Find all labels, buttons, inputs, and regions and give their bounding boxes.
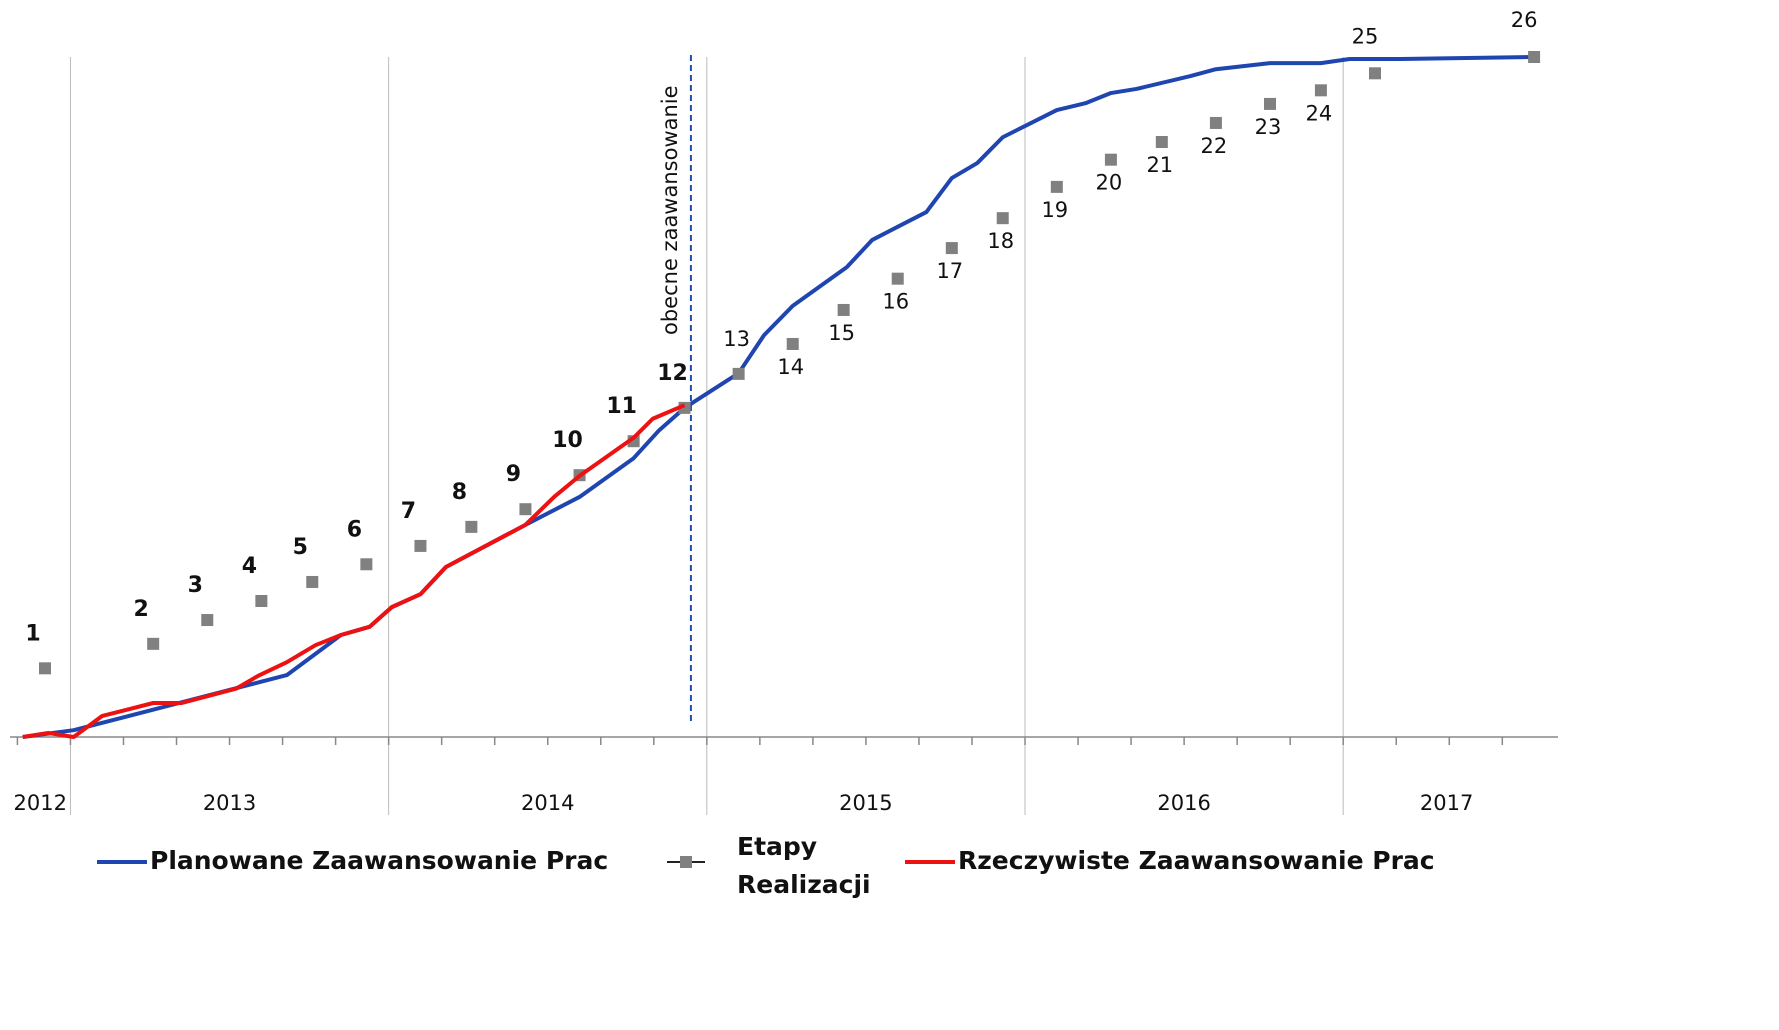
milestone-marker — [255, 595, 268, 607]
milestone-label: 10 — [552, 428, 583, 453]
milestone-marker — [306, 575, 319, 588]
milestone-marker — [1209, 116, 1222, 129]
milestone-marker — [519, 503, 532, 516]
milestone-label: 6 — [347, 517, 362, 542]
milestone-label: 11 — [606, 394, 637, 419]
milestone-label: 7 — [401, 499, 416, 524]
milestone-label: 15 — [828, 321, 855, 345]
milestone-label: 26 — [1511, 8, 1538, 32]
legend-swatch — [680, 856, 692, 868]
milestone-marker — [1314, 84, 1327, 97]
milestone-marker — [945, 242, 958, 255]
milestone-label: 25 — [1352, 24, 1379, 48]
milestone-label: 20 — [1096, 171, 1123, 195]
milestone-label: 16 — [882, 290, 909, 314]
x-tick-label: 2014 — [521, 791, 574, 815]
x-tick-label: 2016 — [1157, 791, 1210, 815]
milestone-label: 22 — [1201, 134, 1228, 158]
x-tick-label: 2013 — [203, 791, 256, 815]
milestone-label: 24 — [1306, 101, 1333, 125]
x-tick-label: 2012 — [14, 791, 67, 815]
milestone-marker — [891, 272, 904, 285]
milestone-marker — [414, 539, 427, 552]
milestone-label: 3 — [188, 573, 203, 598]
milestone-label: 13 — [723, 327, 750, 351]
milestone-label: 5 — [293, 535, 308, 560]
series-line — [22, 55, 1535, 739]
milestone-marker — [786, 337, 799, 350]
x-tick-label: 2017 — [1420, 791, 1473, 815]
milestone-label: 14 — [777, 355, 804, 379]
milestone-label: 2 — [134, 597, 149, 622]
milestone-marker — [837, 303, 850, 316]
milestone-label: 4 — [242, 554, 257, 579]
milestone-marker — [1155, 136, 1168, 148]
legend-label: Etapy Realizacji — [737, 832, 871, 899]
milestone-marker — [1264, 97, 1276, 110]
milestone-label: 12 — [657, 361, 688, 386]
milestone-marker — [360, 558, 373, 571]
legend-label: Rzeczywiste Zaawansowanie Prac — [958, 846, 1435, 875]
series-line — [22, 403, 686, 739]
milestone-marker — [1369, 67, 1381, 80]
current-marker-label: obecne zaawansowanie — [658, 85, 682, 335]
milestone-label: 18 — [987, 229, 1014, 253]
milestone-marker — [1528, 51, 1541, 63]
milestone-label: 17 — [936, 259, 963, 283]
milestone-label: 8 — [452, 480, 467, 505]
milestone-marker — [996, 212, 1009, 225]
milestone-marker — [465, 520, 478, 533]
milestone-label: 23 — [1255, 115, 1282, 139]
legend-label: Planowane Zaawansowanie Prac — [150, 846, 608, 875]
milestone-label: 21 — [1146, 153, 1173, 177]
milestone-marker — [147, 637, 160, 650]
milestone-label: 19 — [1041, 198, 1068, 222]
milestone-marker — [1050, 180, 1063, 193]
milestone-label: 9 — [506, 462, 521, 487]
x-tick-label: 2015 — [839, 791, 892, 815]
milestone-marker — [201, 614, 214, 627]
milestone-marker — [1104, 153, 1117, 166]
milestone-label: 1 — [25, 621, 40, 646]
milestone-marker — [732, 367, 745, 380]
milestone-marker — [39, 662, 51, 675]
